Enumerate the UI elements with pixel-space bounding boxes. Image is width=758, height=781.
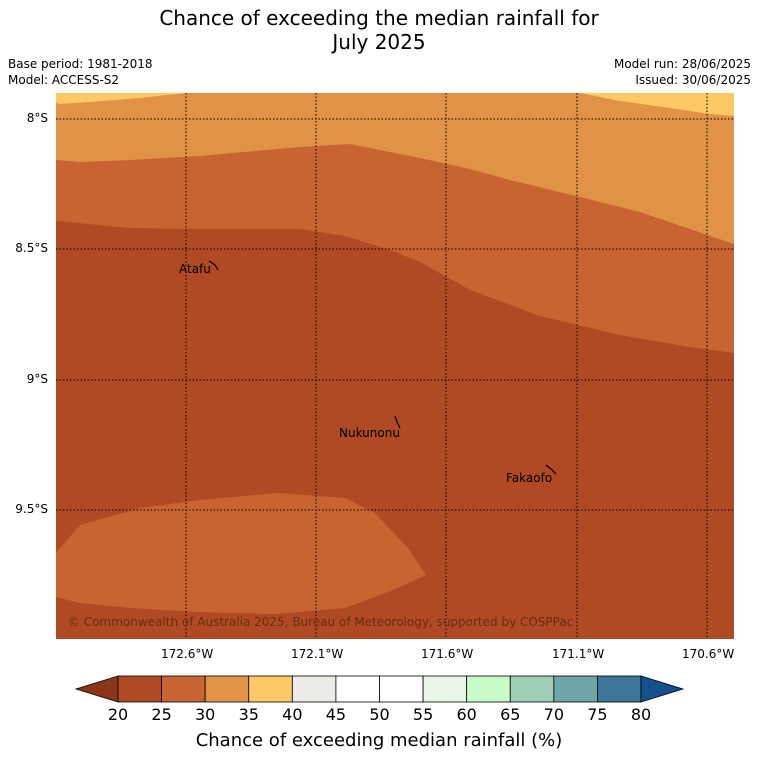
colorbar-cell [335, 675, 380, 703]
colorbar-tick-label: 60 [456, 705, 477, 724]
lon-label-172-6w: 172.6°W [161, 647, 214, 661]
colorbar-under-arrow [74, 675, 119, 703]
lat-label-9s: 9°S [26, 372, 48, 386]
base-period: Base period: 1981-2018 [8, 57, 153, 71]
colorbar-tick-label: 20 [107, 705, 129, 724]
colorbar-cell [117, 675, 162, 703]
colorbar-cells [117, 675, 642, 703]
colorbar-cell [379, 675, 424, 703]
lon-label-172-1w: 172.1°W [291, 647, 344, 661]
copyright-notice: © Commonwealth of Australia 2025, Bureau… [68, 615, 573, 629]
band-35-40-left [56, 93, 186, 104]
colorbar-cell [204, 675, 250, 703]
colorbar-tick-label: 45 [325, 705, 347, 724]
atafu-island [208, 260, 219, 271]
lat-label-9-5s: 9.5°S [15, 502, 48, 516]
colorbar-cell [161, 675, 206, 703]
colorbar-tick-label: 65 [500, 705, 521, 724]
model-name: Model: ACCESS-S2 [8, 73, 120, 87]
band-25-30-south [56, 493, 426, 614]
colorbar-cell [553, 675, 598, 703]
nukunonu-island [394, 415, 401, 429]
model-run: Model run: 28/06/2025 [613, 57, 751, 71]
map-area [56, 93, 734, 639]
colorbar-over-arrow [640, 675, 685, 703]
place-label-fakaofo: Fakaofo [506, 471, 552, 485]
colorbar-tick-label: 55 [412, 705, 434, 724]
graticule [56, 93, 734, 639]
place-label-nukunonu: Nukunonu [339, 426, 400, 440]
place-label-atafu: Atafu [179, 262, 211, 276]
colorbar-tick-label: 80 [630, 705, 652, 724]
colorbar-tick-label: 70 [543, 705, 564, 724]
colorbar-tick-label: 35 [238, 705, 259, 724]
map-title-line2: July 2025 [332, 30, 426, 54]
colorbar-cell [597, 675, 642, 703]
colorbar-cell [422, 675, 468, 703]
lon-label-171-1w: 171.1°W [552, 647, 605, 661]
issued-date: Issued: 30/06/2025 [635, 73, 751, 87]
band-35-40-right [580, 93, 734, 116]
colorbar-tick-label: 40 [282, 705, 303, 724]
colorbar-tick-label: 25 [151, 705, 172, 724]
colorbar-cell [466, 675, 511, 703]
colorbar-cell [248, 675, 293, 703]
map-title-line1: Chance of exceeding the median rainfall … [159, 6, 599, 30]
lon-label-171-6w: 171.6°W [421, 647, 474, 661]
colorbar-cell [291, 675, 337, 703]
fakaofo-island [545, 464, 557, 475]
band-30-35 [56, 93, 734, 244]
colorbar-tick-label: 30 [194, 705, 216, 724]
colorbar-title: Chance of exceeding median rainfall (%) [195, 730, 563, 751]
lat-label-8-5s: 8.5°S [15, 241, 48, 255]
lon-label-170-6w: 170.6°W [682, 647, 735, 661]
colorbar-cell [509, 675, 555, 703]
colorbar-tick-label: 75 [587, 705, 608, 724]
islands [208, 260, 557, 475]
colorbar [74, 675, 685, 703]
colorbar-tick-label: 50 [369, 705, 390, 724]
lat-label-8s: 8°S [26, 111, 48, 125]
